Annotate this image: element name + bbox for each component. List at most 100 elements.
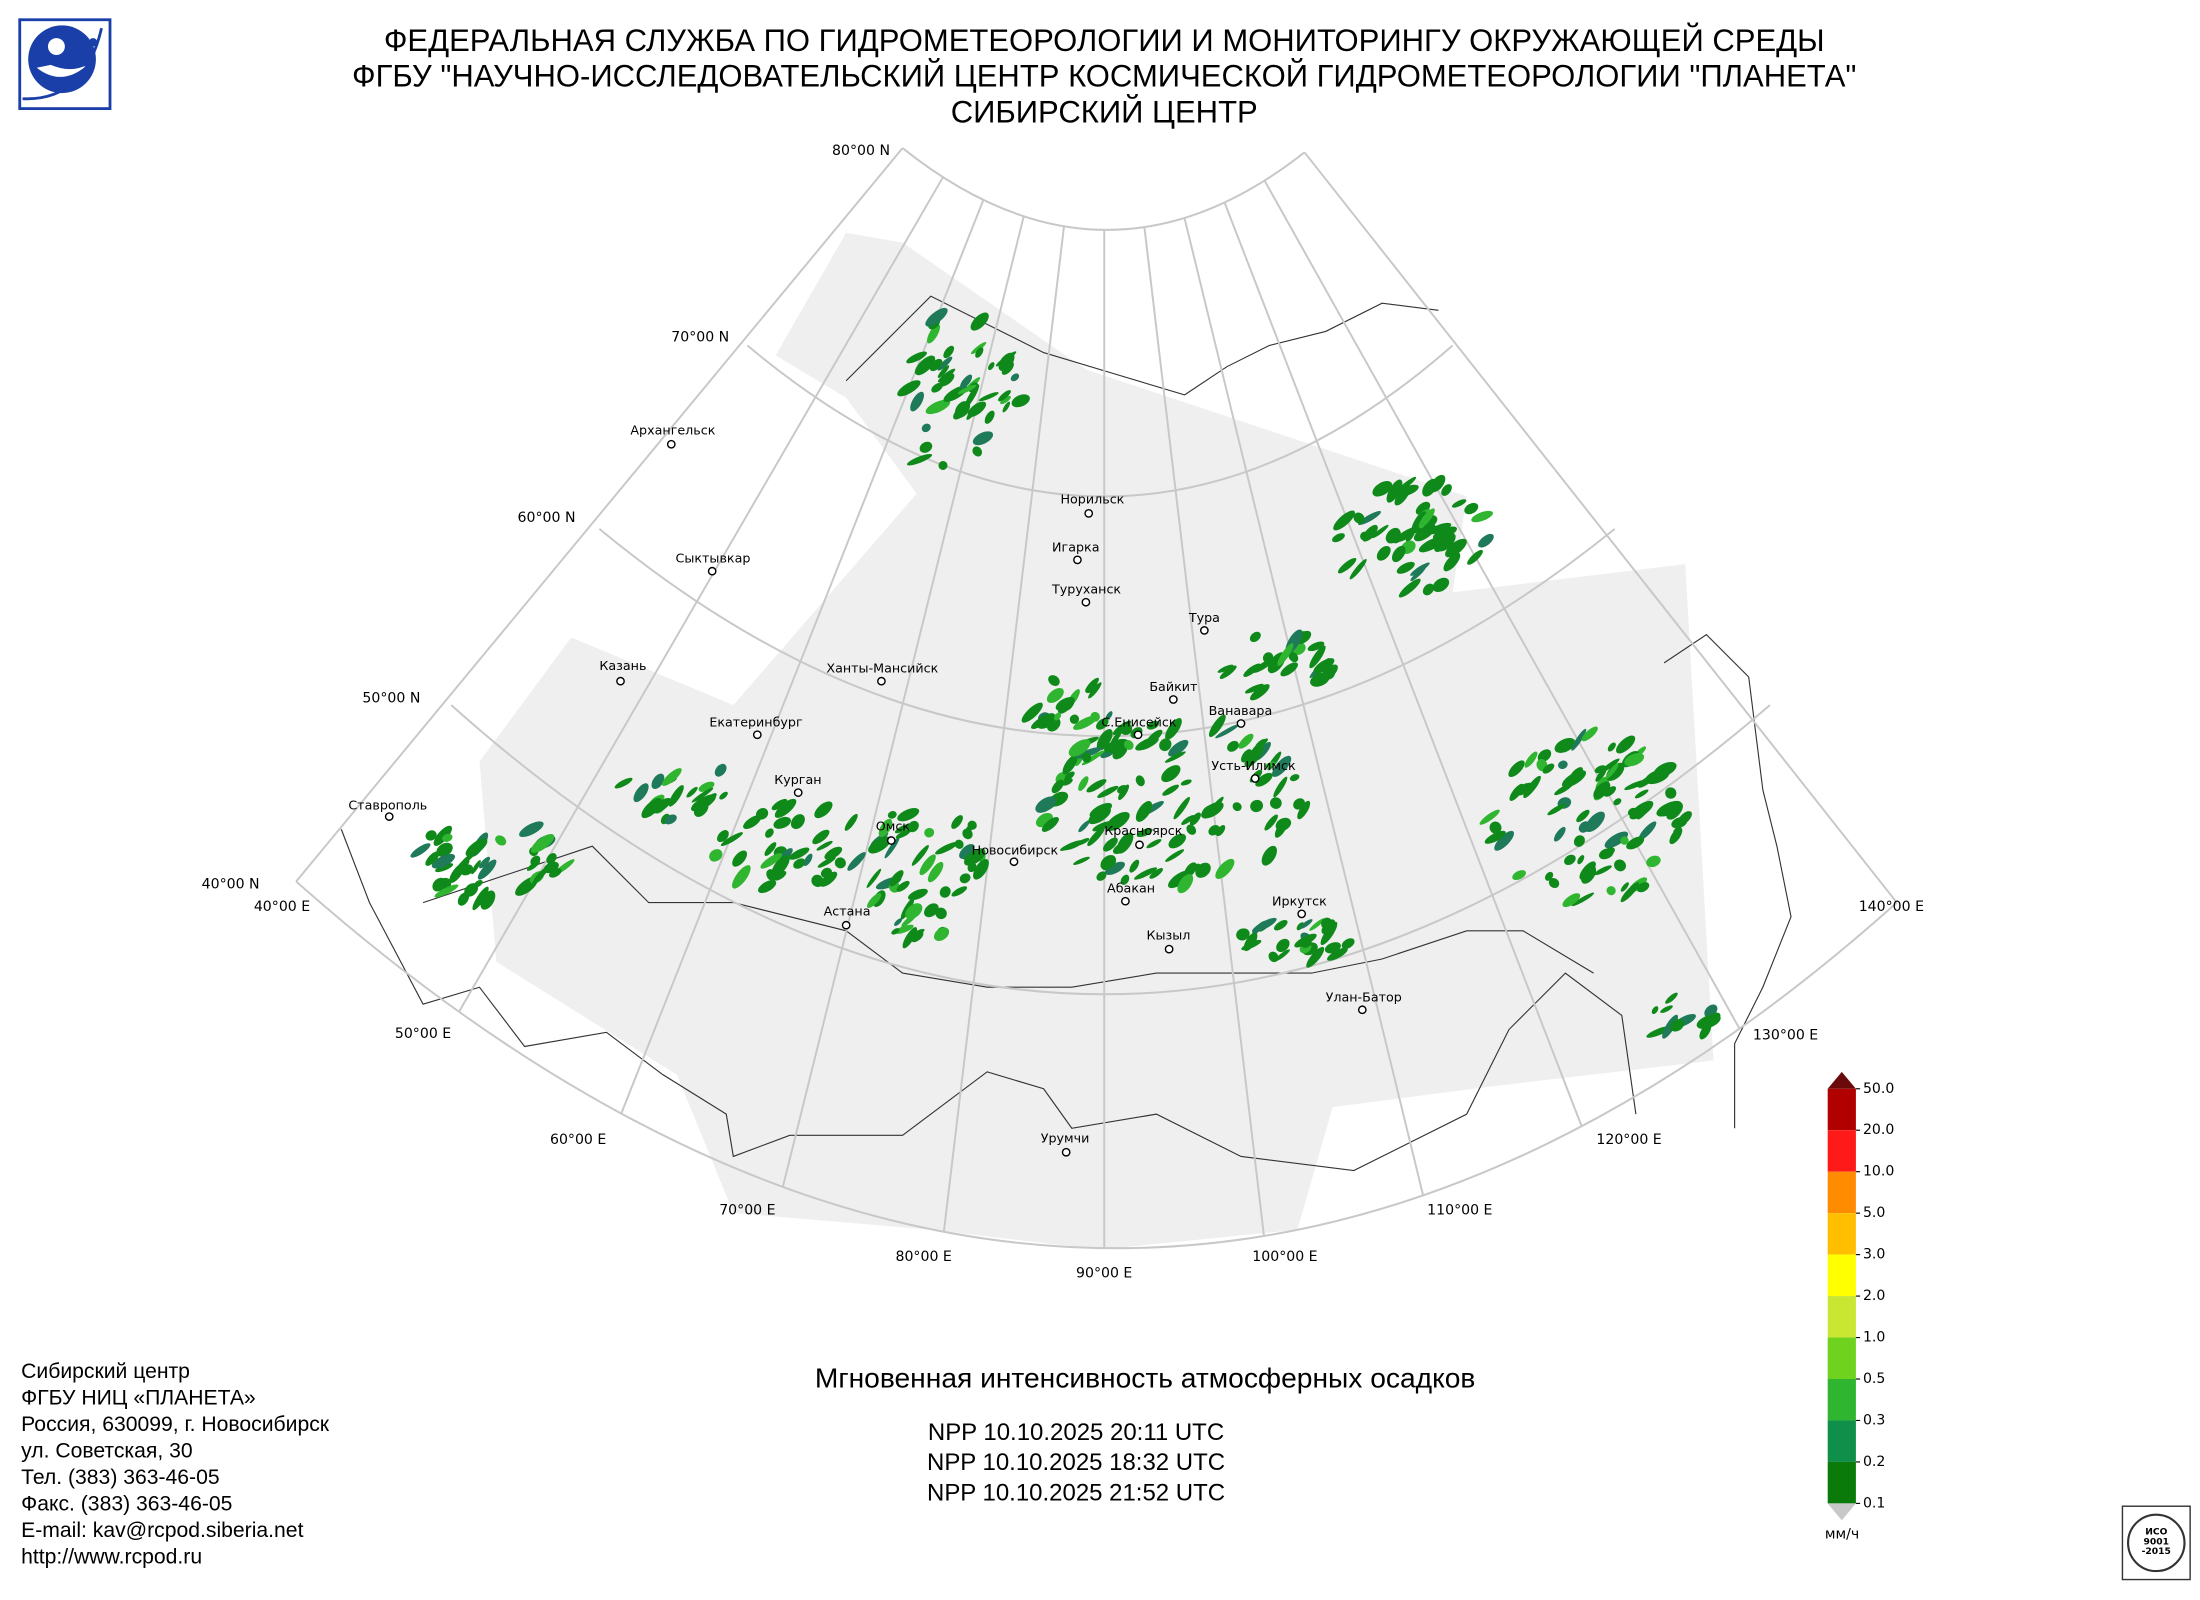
rain-cell: [824, 846, 843, 860]
rain-cell: [773, 816, 791, 829]
city-marker: [841, 920, 851, 930]
meridian: [942, 226, 1065, 1232]
rain-cell: [1276, 938, 1290, 953]
rain-cell: [1289, 774, 1300, 782]
rain-cell: [1484, 830, 1506, 844]
legend-over: [1827, 1071, 1856, 1089]
rain-cell: [998, 390, 1011, 402]
rain-cell: [425, 851, 440, 866]
rain-cell: [1411, 511, 1427, 534]
footer-line: Факс. (383) 363-46-05: [21, 1492, 232, 1515]
city-label: Омск: [876, 819, 911, 834]
rain-cell: [1000, 395, 1011, 405]
rain-cell: [1086, 779, 1107, 793]
rain-cell: [1568, 767, 1584, 783]
rain-cell: [1603, 847, 1615, 857]
pass-line: NPP 10.10.2025 21:52 UTC: [927, 1480, 1225, 1507]
rain-cell: [1129, 859, 1140, 873]
rain-cell: [1427, 522, 1452, 535]
rain-cell: [878, 818, 893, 838]
city-label: Ханты-Мансийск: [826, 661, 938, 676]
legend-swatch: [1827, 1213, 1856, 1255]
rain-cell: [495, 835, 507, 846]
rain-cell: [1544, 871, 1554, 881]
rain-cell: [988, 362, 995, 371]
rain-cell: [743, 815, 761, 830]
rain-cell: [1250, 799, 1264, 813]
rain-cell: [1010, 373, 1020, 382]
rain-cell: [1636, 882, 1650, 893]
rain-cell: [1035, 796, 1057, 813]
rain-cell: [758, 880, 777, 894]
city-marker: [666, 439, 676, 449]
rain-cell: [1607, 742, 1616, 752]
rain-cell: [532, 865, 550, 885]
rain-cell: [901, 912, 918, 927]
rain-cell: [970, 342, 987, 355]
rain-cell: [1445, 538, 1467, 558]
rain-cell: [891, 928, 900, 935]
rain-cell: [1446, 563, 1455, 570]
meridian: [1223, 202, 1583, 1127]
legend-label: 0.2: [1863, 1454, 1885, 1470]
rain-cell: [1553, 826, 1566, 842]
rain-cell: [1062, 754, 1078, 775]
rain-cell: [1576, 809, 1590, 823]
footer-line: Россия, 630099, г. Новосибирск: [21, 1413, 330, 1436]
borders: [340, 295, 1792, 1172]
rain-cell: [1513, 782, 1535, 796]
rain-cell: [1376, 546, 1391, 561]
rain-cell: [1261, 845, 1277, 866]
rain-cell: [1294, 933, 1317, 948]
rain-cell: [1063, 840, 1083, 851]
rain-cell: [1418, 508, 1435, 529]
rain-cell: [1309, 918, 1325, 931]
city-label: Туруханск: [1051, 582, 1121, 597]
latitude-label: 50°00 N: [362, 690, 420, 706]
rain-cell: [1181, 815, 1195, 825]
city-label: Екатеринбург: [709, 714, 803, 729]
legend-swatch: [1827, 1254, 1856, 1297]
city-label: Тура: [1188, 610, 1220, 625]
rain-cell: [1577, 855, 1585, 865]
rain-cell: [1189, 812, 1201, 826]
city-marker: [1073, 555, 1082, 565]
rain-cell: [1398, 578, 1421, 598]
rain-cell: [1620, 836, 1629, 845]
rain-cell: [1542, 763, 1555, 774]
rain-cell: [978, 392, 999, 402]
rain-cell: [1297, 800, 1311, 820]
product-info: Мгновенная интенсивность атмосферных оса…: [815, 1362, 1476, 1507]
city-label: Астана: [824, 903, 871, 918]
rain-cell: [811, 874, 824, 887]
rain-cell: [975, 347, 984, 358]
rain-cell: [771, 798, 788, 811]
rain-cell: [1372, 481, 1393, 497]
footer-line: http://www.rcpod.ru: [21, 1545, 202, 1568]
rain-cell: [1337, 557, 1357, 574]
rain-cell: [1327, 947, 1348, 961]
rain-cell: [1605, 763, 1619, 779]
rain-cell: [464, 883, 479, 897]
legend-swatch: [1827, 1337, 1856, 1380]
latitude-label: 40°00 N: [202, 876, 260, 892]
rain-cell: [1410, 566, 1426, 582]
rain-cell: [1238, 733, 1254, 749]
rain-cell: [1191, 863, 1201, 872]
rain-cell: [1296, 922, 1305, 931]
rain-cell: [1309, 645, 1326, 669]
meridian: [295, 147, 904, 883]
rain-cell: [1467, 549, 1483, 565]
rain-cell: [1478, 533, 1494, 548]
rain-cell: [959, 873, 971, 884]
rain-cell: [1665, 992, 1678, 1004]
longitude-label: 100°00 E: [1252, 1249, 1317, 1265]
rain-cell: [812, 829, 830, 845]
rain-cell: [959, 843, 975, 859]
rain-cell: [1614, 859, 1626, 872]
legend-label: 0.5: [1863, 1371, 1885, 1387]
rain-cell: [1562, 893, 1581, 908]
rain-cell: [1164, 751, 1186, 763]
rain-cell: [817, 856, 836, 868]
legend-swatch: [1827, 1171, 1856, 1214]
